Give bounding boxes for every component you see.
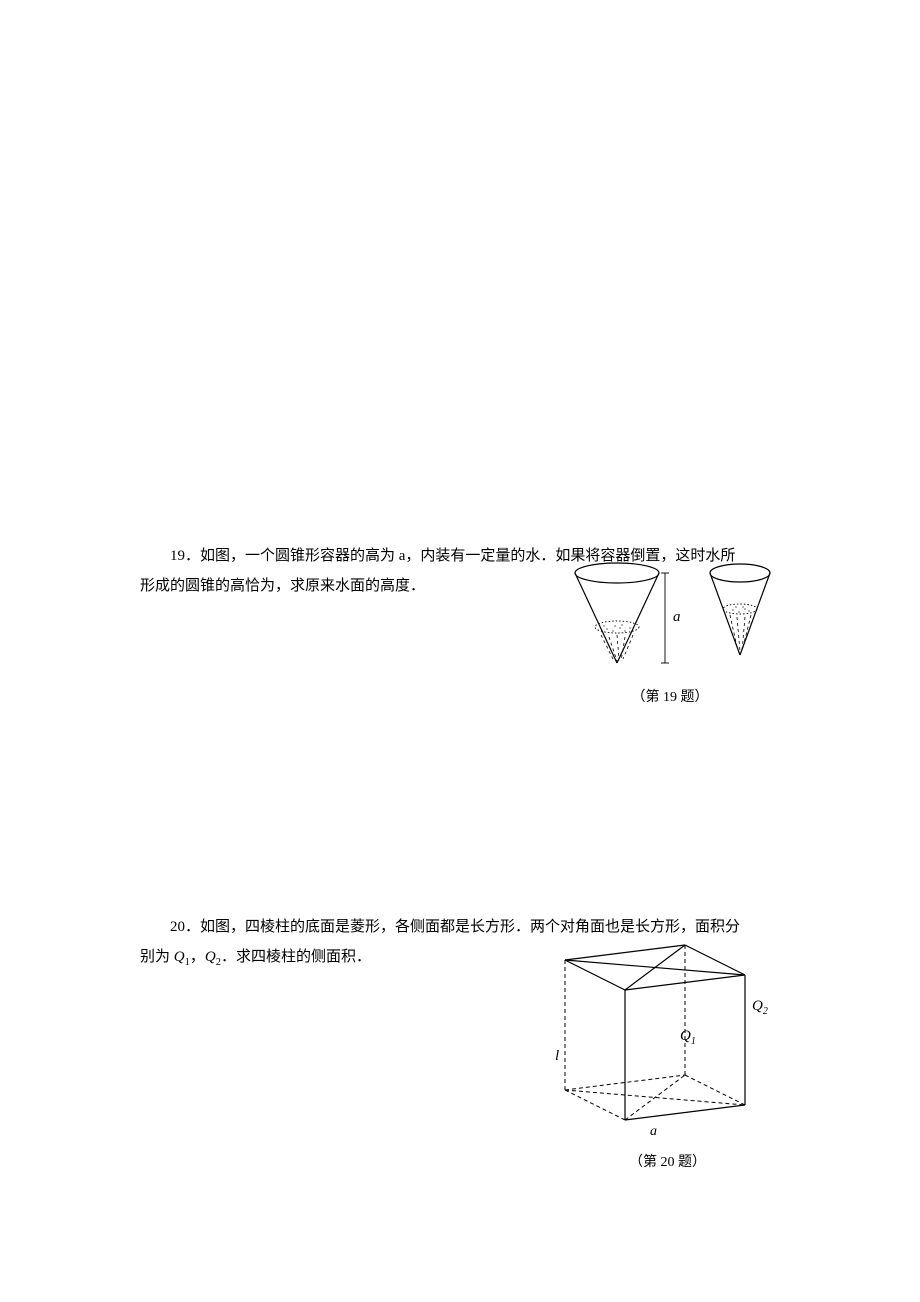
problem-19-line2: 形成的圆锥的高恰为，求原来水面的高度． <box>140 578 425 594</box>
label-a: a <box>650 1124 657 1139</box>
label-Q1: Q1 <box>680 1028 696 1047</box>
water-dots-left <box>603 624 630 631</box>
cone-upright: a <box>575 563 681 663</box>
figure-20: Q1 Q2 l a （第 20 题） <box>555 940 780 1171</box>
prism-hidden-edges <box>565 945 745 1120</box>
label-Q2: Q2 <box>752 998 768 1017</box>
cone-inverted <box>710 564 770 655</box>
sep: ， <box>190 949 205 965</box>
page: 19．如图，一个圆锥形容器的高为 a，内装有一定量的水．如果将容器倒置，这时水所… <box>0 0 920 1302</box>
problem-20-line1: 20．如图，四棱柱的底面是菱形，各侧面都是长方形．两个对角面也是长方形，面积分 <box>140 912 740 942</box>
figure-20-caption: （第 20 题） <box>555 1151 780 1171</box>
water-dots-right <box>732 606 749 612</box>
q2-var: Q <box>205 949 216 965</box>
height-label-a: a <box>673 609 681 625</box>
prism-edges <box>565 945 745 1120</box>
figure-19-svg: a <box>555 555 785 675</box>
problem-20-line2-suffix: ．求四棱柱的侧面积． <box>221 949 371 965</box>
problem-20-line2-prefix: 别为 <box>140 949 174 965</box>
figure-19: a <box>555 555 785 706</box>
figure-19-caption: （第 19 题） <box>555 686 785 706</box>
figure-20-svg: Q1 Q2 l a <box>555 940 780 1140</box>
label-l: l <box>555 1048 559 1064</box>
q1-var: Q <box>174 949 185 965</box>
